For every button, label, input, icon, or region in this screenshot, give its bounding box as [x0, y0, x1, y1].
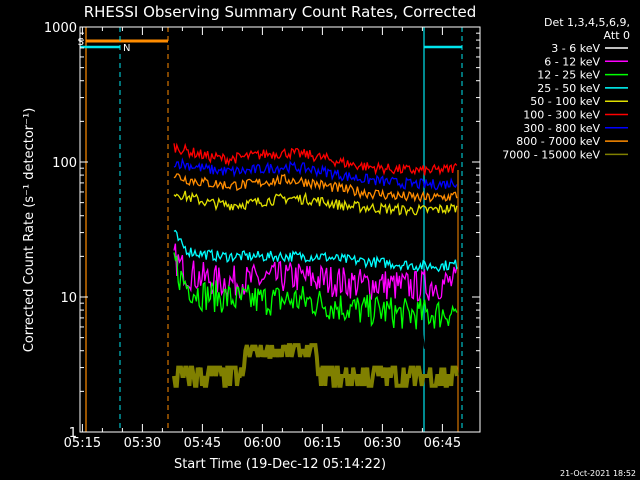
legend-entry-label: 12 - 25 keV: [537, 69, 600, 82]
x-tick-label: 05:45: [184, 436, 221, 451]
series-6-12-kev: [173, 243, 458, 302]
x-tick-label: 05:30: [124, 436, 161, 451]
x-tick-label: 05:15: [64, 436, 101, 451]
plot-frame: [79, 26, 481, 433]
legend-entry-label: 800 - 7000 keV: [516, 135, 600, 148]
legend-entry-label: 100 - 300 keV: [523, 109, 600, 122]
series-3-6-kev: [173, 256, 458, 431]
series-50-100-kev: [173, 190, 458, 217]
axis-ticks: 05:15 05:30 05:45 06:00 06:15 06:30 06:45 1 10 10…: [44, 21, 480, 451]
legend-entry-label: 6 - 12 keV: [544, 55, 600, 68]
x-tick-label: 06:45: [424, 436, 461, 451]
legend-title: Att 0: [604, 29, 630, 42]
x-axis-label: Start Time (19-Dec-12 05:14:22): [174, 457, 386, 472]
x-tick-label: 06:30: [364, 436, 401, 451]
marker-label-n: N: [123, 43, 130, 54]
chart-title: RHESSI Observing Summary Count Rates, Co…: [84, 3, 477, 21]
y-axis-label: Corrected Count Rate (s⁻¹ detector⁻¹): [22, 108, 37, 353]
series-12-25-kev: [173, 252, 458, 330]
series-7000-15000-kev: [172, 343, 459, 388]
y-tick-label: 10: [60, 291, 77, 306]
x-tick-label: 06:00: [244, 436, 281, 451]
legend-title: Det 1,3,4,5,6,9,: [544, 16, 630, 29]
plot-timestamp: 21-Oct-2021 18:52: [560, 469, 636, 478]
legend-entry-label: 7000 - 15000 keV: [502, 148, 600, 161]
y-tick-label: 1000: [44, 21, 77, 36]
x-tick-label: 06:15: [304, 436, 341, 451]
legend-entry-label: 300 - 800 keV: [523, 122, 600, 135]
series-300-800-kev: [173, 157, 458, 191]
series-100-300-kev: [173, 142, 458, 176]
y-tick-label: 1: [69, 426, 77, 441]
series-800-7000-kev: [173, 173, 458, 203]
series-lines: [172, 142, 459, 431]
legend-entry-label: 50 - 100 keV: [530, 95, 600, 108]
legend-entry-label: 3 - 6 keV: [551, 42, 600, 55]
series-25-50-kev: [173, 229, 458, 273]
y-tick-label: 100: [52, 156, 77, 171]
marker-label-s: S: [78, 37, 84, 48]
legend-entry-label: 25 - 50 keV: [537, 82, 600, 95]
observing-markers: SN: [78, 27, 463, 432]
